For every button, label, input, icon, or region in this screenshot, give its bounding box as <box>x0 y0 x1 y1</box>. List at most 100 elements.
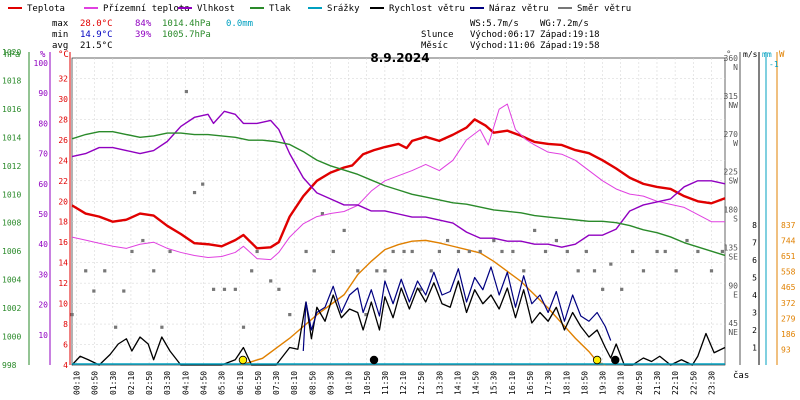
direction-tick: 180 <box>724 206 739 215</box>
x-tick-label: 06:10 <box>236 371 245 395</box>
wind-tick: 6 <box>752 256 757 265</box>
x-tick-label: 08:10 <box>290 371 299 395</box>
direction-tick: 45 <box>728 319 738 328</box>
solar-tick: 279 <box>781 314 796 323</box>
legend-label: Vlhkost <box>197 4 235 14</box>
moonset-marker <box>611 355 620 365</box>
series-line-p-zemn-teplota <box>71 103 725 261</box>
wind-axis-label: m/s <box>743 50 758 59</box>
stats-max-rain: 0.0mm <box>226 19 253 29</box>
wind-direction-point <box>201 182 205 186</box>
wind-direction-point <box>331 249 335 254</box>
wind-direction-point <box>222 287 227 291</box>
stats-max-label: max <box>52 19 69 29</box>
x-tick-label: 20:10 <box>617 371 626 395</box>
wind-direction-point <box>437 249 442 254</box>
humidity-tick: 10 <box>38 331 48 340</box>
pressure-tick: 1004 <box>2 276 21 285</box>
x-tick-label: 16:50 <box>526 371 535 395</box>
wind-tick: 7 <box>752 239 757 248</box>
direction-tick: 270 <box>724 130 739 139</box>
temperature-tick: 8 <box>63 320 68 329</box>
x-tick-label: 01:30 <box>109 371 118 395</box>
temperature-axis-label: °C <box>58 50 69 60</box>
wind-tick: 4 <box>752 291 757 300</box>
x-tick-label: 13:30 <box>435 371 444 395</box>
solar-tick: 837 <box>781 221 796 230</box>
wind-direction-point <box>269 279 273 283</box>
wind-direction-point <box>312 269 316 273</box>
pressure-tick: 1020 <box>2 48 21 57</box>
wind-direction-point <box>168 249 172 254</box>
wind-direction-point <box>192 190 197 195</box>
wind-direction-point <box>410 249 414 254</box>
wind-direction-point <box>70 313 74 317</box>
x-tick-label: 18:10 <box>562 371 571 395</box>
x-tick-label: 18:50 <box>580 371 589 395</box>
series-line-vlhkost <box>71 110 726 248</box>
stats-max-temp: 28.0°C <box>80 19 113 29</box>
wind-direction-point <box>364 313 368 317</box>
wind-direction-point <box>543 249 548 254</box>
x-tick-label: 14:10 <box>453 371 462 395</box>
wind-direction-point <box>383 269 387 273</box>
direction-axis-label: ° <box>726 50 731 60</box>
legend-label: Rychlost větru <box>389 4 465 14</box>
humidity-tick: 60 <box>38 180 48 189</box>
wind-direction-point <box>250 269 254 273</box>
stats-min-label: min <box>52 30 68 40</box>
chart-grid <box>71 57 726 366</box>
x-tick-label: 20:50 <box>635 371 644 395</box>
chart-axes: hPa% °C ° m/s mm W998100010021004100610081010… <box>2 48 796 370</box>
wind-direction-point <box>696 249 700 254</box>
direction-tick: 315 <box>724 92 739 101</box>
wind-direction-point <box>92 289 96 293</box>
pressure-tick: 1012 <box>2 162 21 171</box>
solar-tick: 372 <box>781 299 796 308</box>
wind-direction-point <box>160 325 164 329</box>
wind-direction-point <box>630 249 635 254</box>
pressure-tick: 998 <box>2 361 17 370</box>
legend-label: Teplota <box>27 4 65 14</box>
x-tick-label: 02:10 <box>127 371 136 395</box>
wind-direction-point <box>641 269 646 273</box>
wind-direction-point <box>184 89 188 94</box>
x-tick-label: 12:50 <box>417 371 426 395</box>
pressure-tick: 1008 <box>2 219 21 228</box>
wind-direction-point <box>241 325 246 329</box>
wind-direction-point <box>122 289 126 293</box>
x-tick-label: 14:50 <box>472 371 481 395</box>
legend-label: Přízemní teplota <box>103 4 190 14</box>
x-tick-label: 12:10 <box>399 371 408 395</box>
direction-tick-compass: SE <box>728 252 738 261</box>
x-tick-label: 00:50 <box>91 371 100 395</box>
direction-tick-compass: S <box>733 215 738 224</box>
wind-direction-point <box>233 287 237 291</box>
x-tick-label: 10:50 <box>363 371 372 395</box>
x-axis-ticks: 00:10 00:50 01:30 02:10 02:50 03:30 04:10 04:50… <box>73 371 717 395</box>
temperature-tick: 18 <box>58 218 68 227</box>
direction-tick-compass: E <box>733 290 738 299</box>
wind-direction-point <box>130 249 134 254</box>
legend-label: Směr větru <box>577 4 631 14</box>
solar-tick: 558 <box>781 268 796 277</box>
x-tick-label: 03:30 <box>163 371 172 395</box>
wind-tick: 1 <box>752 344 757 353</box>
temperature-tick: 32 <box>58 74 68 83</box>
humidity-tick: 100 <box>34 59 49 68</box>
x-tick-label: 21:30 <box>653 371 662 395</box>
series-line-tlak <box>71 130 726 257</box>
x-tick-label: 00:10 <box>73 371 82 395</box>
wind-direction-point <box>356 269 360 273</box>
wind-direction-point <box>255 249 259 254</box>
direction-tick-compass: NE <box>728 328 738 337</box>
humidity-tick: 70 <box>38 150 48 159</box>
solar-tick: 186 <box>781 330 796 339</box>
pressure-tick: 1016 <box>2 105 21 114</box>
wind-direction-point <box>391 249 395 254</box>
x-tick-label: 10:10 <box>345 371 354 395</box>
stats-sun-label: Slunce <box>421 30 454 40</box>
wind-direction-point <box>141 238 145 243</box>
plot-area <box>71 57 726 366</box>
